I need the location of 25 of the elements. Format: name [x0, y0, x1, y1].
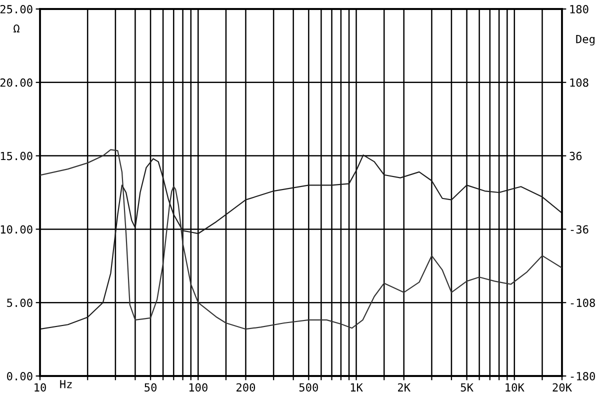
x-tick-label: 100 [189, 383, 208, 392]
x-tick-label: 500 [299, 383, 318, 392]
x-tick-label: 1K [350, 383, 363, 392]
y-tick-label: 25.00 [0, 5, 32, 14]
x-tick-label: 50 [144, 383, 156, 392]
y2-tick-label: 108 [570, 78, 588, 87]
y-tick-label: 20.00 [0, 78, 32, 87]
y2-tick-label: -36 [570, 225, 588, 234]
x-tick-label: 200 [236, 383, 256, 392]
y-tick-label: 15.00 [0, 152, 32, 160]
y2-axis-title: Deg [576, 35, 594, 46]
x-tick-label: 10 [34, 383, 46, 392]
x-tick-label: 2K [398, 383, 411, 392]
y2-tick-label: -180 [570, 372, 595, 380]
x-tick-label: 20K [552, 383, 572, 392]
y-tick-label: 10.00 [0, 225, 32, 234]
y-tick-label: 0.00 [7, 372, 32, 380]
x-tick-label: 10K [506, 383, 524, 392]
y-tick-label: 5.00 [7, 298, 32, 308]
y-axis-title: Ω [14, 24, 20, 32]
y2-tick-label: 180 [570, 5, 588, 14]
y2-tick-label: 36 [570, 152, 582, 160]
x-tick-label: 5K [460, 383, 474, 392]
y2-tick-label: -108 [570, 298, 595, 308]
x-axis-title: Hz [60, 380, 72, 388]
